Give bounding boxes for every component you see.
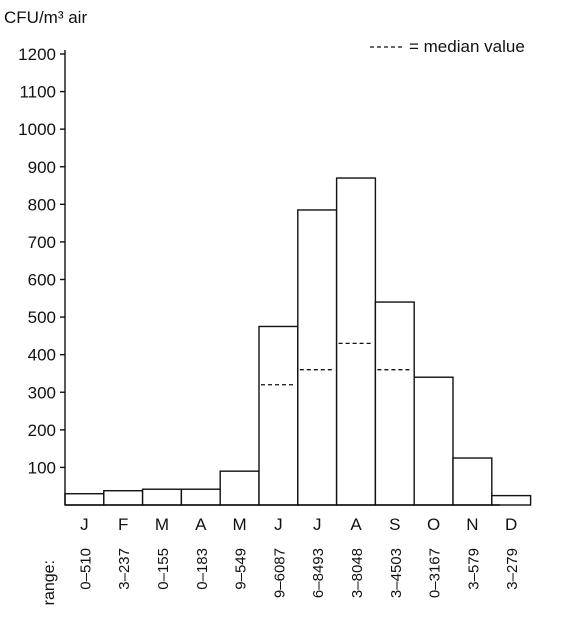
y-tick-label: 1200 bbox=[18, 45, 56, 64]
x-tick-label: O bbox=[427, 515, 440, 534]
bar bbox=[258, 325, 299, 506]
x-tick-label: N bbox=[466, 515, 478, 534]
x-tick-label: J bbox=[274, 515, 283, 534]
y-tick-label: 100 bbox=[28, 458, 56, 477]
x-tick-label: A bbox=[195, 515, 207, 534]
range-label: 0–155 bbox=[155, 548, 172, 590]
y-axis-ticks: 100 200 300 400 500 600 700 800 900 1000 1100 1200 bbox=[18, 45, 65, 477]
x-tick-label: J bbox=[313, 515, 322, 534]
x-tick-label: J bbox=[80, 515, 89, 534]
y-tick-label: 600 bbox=[28, 271, 56, 290]
bar bbox=[335, 177, 377, 506]
range-label: 0–3167 bbox=[427, 548, 444, 598]
bars bbox=[64, 177, 532, 506]
bar bbox=[219, 470, 260, 506]
legend-median-label: = median value bbox=[409, 37, 525, 56]
bar bbox=[297, 209, 338, 506]
y-tick-label: 400 bbox=[28, 346, 56, 365]
bar bbox=[180, 488, 221, 506]
y-tick-label: 300 bbox=[28, 383, 56, 402]
range-label: 3–8048 bbox=[349, 548, 366, 598]
median-lines bbox=[261, 342, 413, 386]
range-label: 0–510 bbox=[77, 548, 94, 590]
bar bbox=[452, 457, 493, 506]
bar bbox=[491, 494, 532, 506]
y-tick-label: 800 bbox=[28, 195, 56, 214]
range-label: 0–183 bbox=[194, 548, 211, 590]
bar bbox=[103, 490, 144, 506]
range-label: 3–4503 bbox=[388, 548, 405, 598]
range-title: range: bbox=[41, 560, 58, 605]
legend: = median value bbox=[370, 37, 525, 56]
bar bbox=[141, 488, 183, 506]
x-tick-label: D bbox=[505, 515, 517, 534]
y-tick-label: 200 bbox=[28, 421, 56, 440]
range-label: 9–549 bbox=[233, 548, 250, 590]
range-label: 6–8493 bbox=[310, 548, 327, 598]
y-tick-label: 500 bbox=[28, 308, 56, 327]
y-axis-label: CFU/m³ air bbox=[4, 8, 87, 27]
range-label: 3–237 bbox=[116, 548, 133, 590]
range-label: 9–6087 bbox=[271, 548, 288, 598]
bar bbox=[64, 493, 105, 506]
y-tick-label: 1100 bbox=[19, 83, 56, 102]
x-tick-label: F bbox=[118, 515, 128, 534]
range-labels: 0–510 3–237 0–155 0–183 9–549 9–6087 6–8493 3–8… bbox=[77, 548, 521, 598]
range-label: 3–579 bbox=[465, 548, 482, 590]
y-tick-label: 1000 bbox=[18, 120, 56, 139]
y-tick-label: 700 bbox=[28, 233, 56, 252]
x-tick-label: S bbox=[389, 515, 400, 534]
range-label: 3–279 bbox=[504, 548, 521, 590]
bar bbox=[374, 301, 415, 506]
y-tick-label: 900 bbox=[28, 158, 56, 177]
x-tick-label: M bbox=[233, 515, 247, 534]
bar bbox=[413, 376, 454, 506]
x-tick-label: A bbox=[350, 515, 362, 534]
x-tick-label: M bbox=[155, 515, 169, 534]
